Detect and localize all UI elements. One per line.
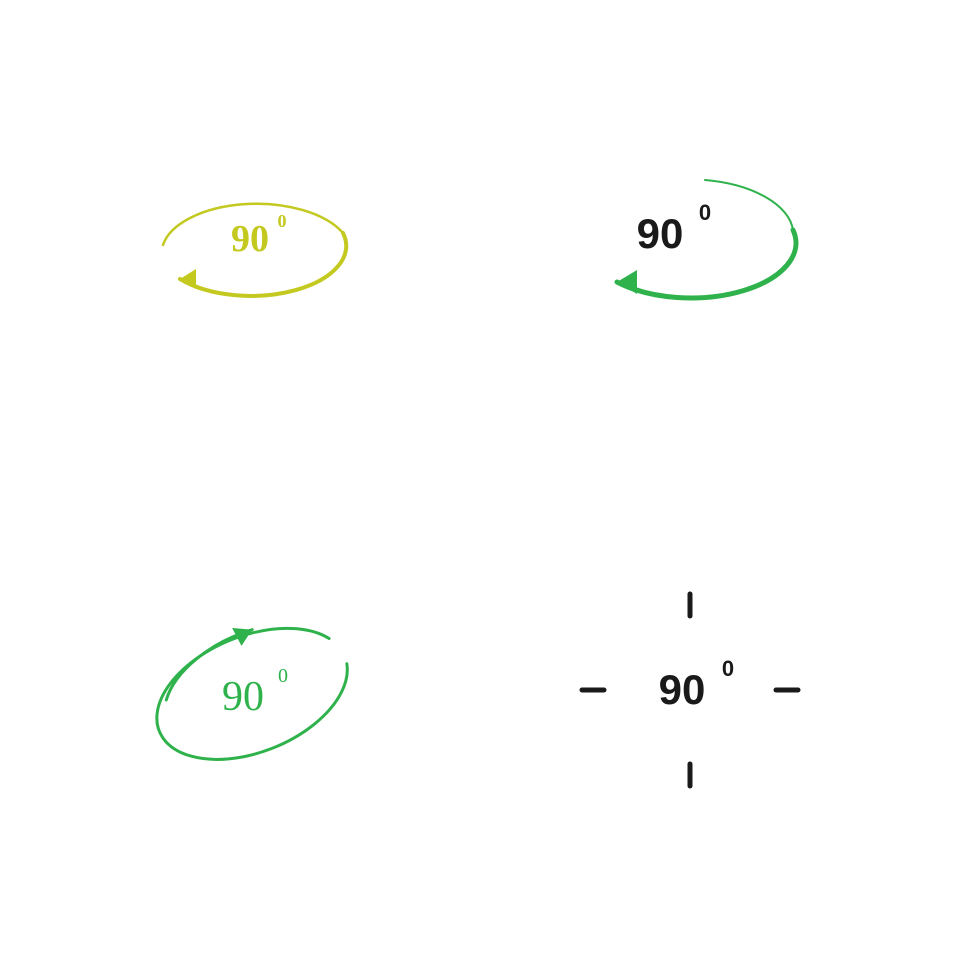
angle-icon-yellow-ellipse: 90 0 [130, 155, 370, 315]
angle-degree-mark: 0 [699, 200, 711, 225]
angle-degree-mark: 0 [278, 665, 288, 687]
icon-sheet: 90 0 90 0 90 [0, 0, 980, 980]
angle-degree-mark: 0 [278, 211, 287, 231]
angle-icon-green-tilted-ellipse: 90 0 [125, 590, 385, 790]
angle-icon-green-arc-black-text: 90 0 [545, 150, 825, 320]
angle-value: 90 [637, 210, 684, 257]
angle-value: 90 [222, 674, 264, 720]
angle-icon-crosshair: 90 0 [560, 580, 820, 800]
angle-value: 90 [659, 666, 706, 713]
angle-degree-mark: 0 [722, 656, 734, 681]
angle-value: 90 [231, 218, 269, 260]
